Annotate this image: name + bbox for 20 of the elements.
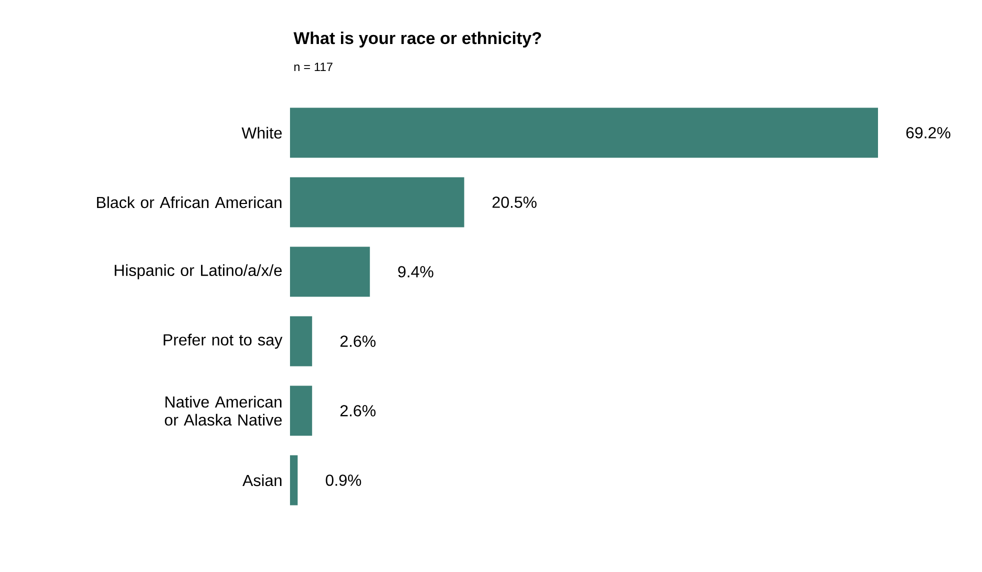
data-label: 0.9% bbox=[326, 474, 362, 486]
data-label: 69.2% bbox=[906, 127, 950, 138]
bar bbox=[290, 316, 312, 366]
data-label: 9.4% bbox=[398, 266, 434, 278]
y-tick-label: Asian bbox=[242, 474, 282, 486]
data-label: 2.6% bbox=[340, 405, 376, 416]
data-label: 20.5% bbox=[492, 196, 537, 208]
bar bbox=[290, 177, 464, 228]
bar bbox=[290, 386, 312, 436]
y-tick-label: Prefer not to say bbox=[164, 334, 282, 349]
bar bbox=[290, 246, 370, 297]
y-tick-label: Native American or Alaska Native bbox=[164, 396, 282, 426]
y-tick-label: Hispanic or Latino/a/x/e bbox=[114, 264, 282, 280]
chart-subtitle: n = 117 bbox=[294, 62, 332, 71]
data-label: 2.6% bbox=[340, 336, 376, 347]
bar bbox=[290, 455, 298, 506]
bar bbox=[290, 108, 878, 158]
y-tick-label: Black or African American bbox=[97, 196, 282, 208]
y-tick-label: White bbox=[242, 126, 282, 139]
chart-title: What is your race or ethnicity? bbox=[294, 32, 541, 48]
